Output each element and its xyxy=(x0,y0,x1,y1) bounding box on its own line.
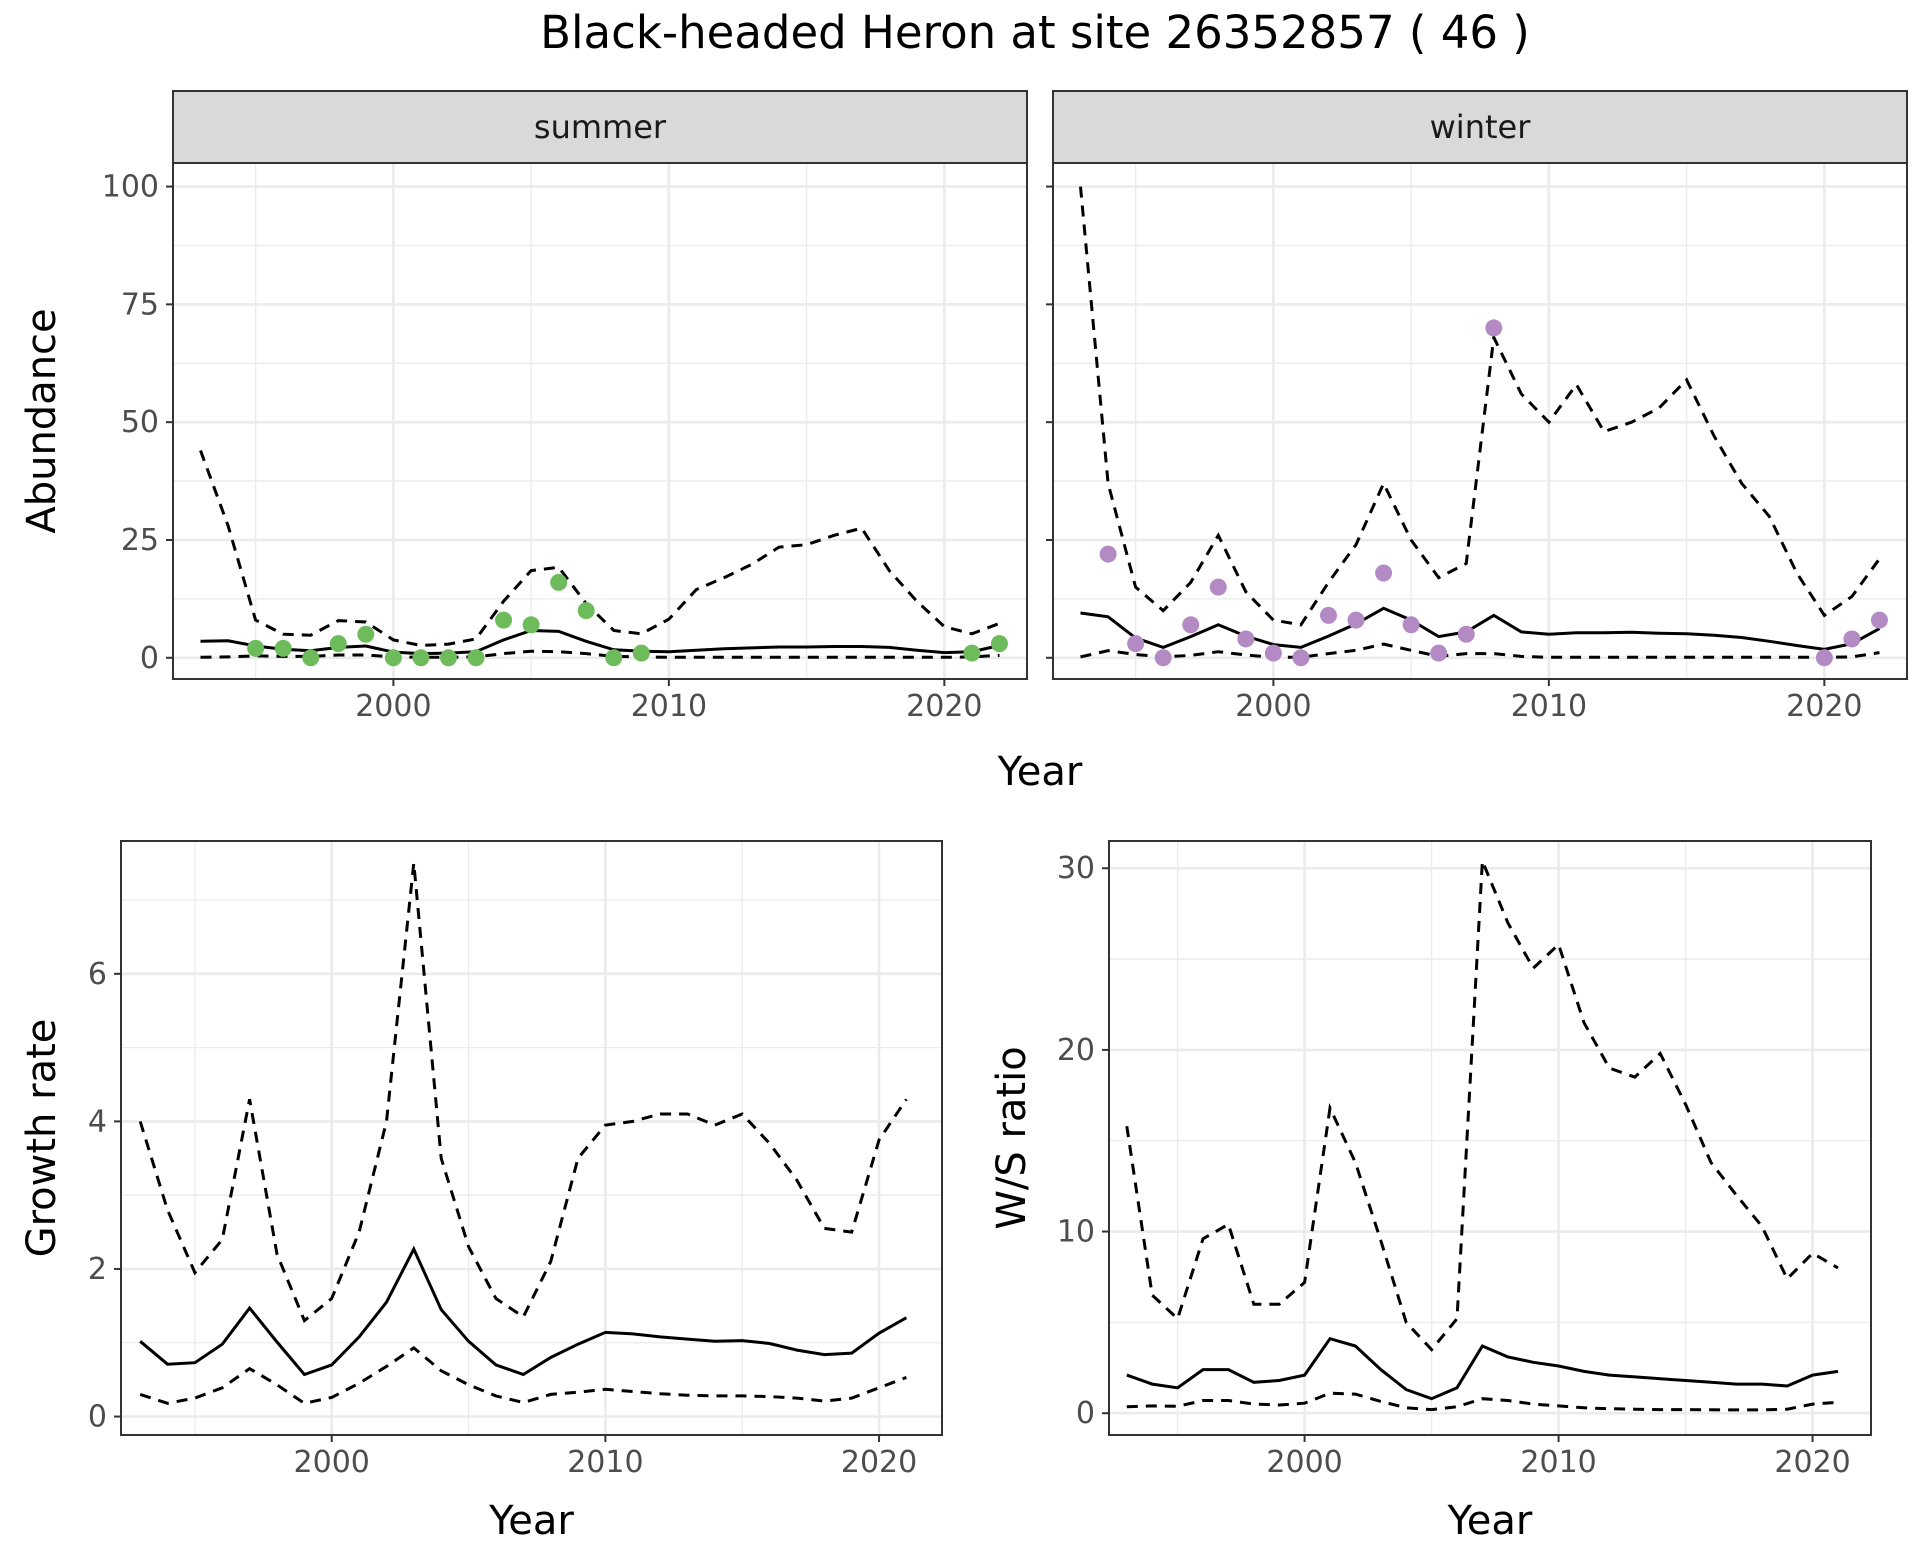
x-tick-label: 2020 xyxy=(841,1445,917,1480)
ws-y-axis-title: W/S ratio xyxy=(989,1046,1035,1229)
observed-point xyxy=(495,611,513,629)
observed-point xyxy=(963,644,981,662)
observed-point xyxy=(274,639,292,657)
y-tick-label: 0 xyxy=(1076,1396,1095,1431)
lower-bound-line xyxy=(200,649,1000,659)
abundance-y-axis-title: Abundance xyxy=(19,308,65,533)
x-tick-label: 2000 xyxy=(1235,689,1311,724)
y-tick-label: 2 xyxy=(88,1252,107,1287)
growth-rate-panel: 2000 2010 2020 0 2 4 6 xyxy=(88,840,943,1480)
abundance-panel-winter: 2000 2010 2020 xyxy=(1046,162,1908,724)
observed-point xyxy=(439,649,457,667)
observed-point xyxy=(550,573,568,591)
observed-point xyxy=(1347,611,1365,629)
ws-ratio-panel: 2000 2010 2020 0 10 20 30 xyxy=(1057,840,1872,1480)
lower-bound-line xyxy=(139,1346,907,1405)
observed-point xyxy=(384,649,402,667)
y-tick-label: 75 xyxy=(121,287,159,322)
x-tick-label: 2000 xyxy=(355,689,431,724)
y-tick-label: 6 xyxy=(88,957,107,992)
observed-point xyxy=(522,616,540,634)
upper-bound-line xyxy=(1125,860,1839,1352)
lower-bound-line xyxy=(1126,1391,1839,1412)
observed-point xyxy=(1264,644,1282,662)
y-tick-label: 30 xyxy=(1057,851,1095,886)
x-tick-label: 2010 xyxy=(1520,1445,1596,1480)
observed-point xyxy=(1099,545,1117,563)
observed-point xyxy=(1430,644,1448,662)
y-tick-label: 10 xyxy=(1057,1215,1095,1250)
observed-point xyxy=(1319,606,1337,624)
observed-point xyxy=(329,635,347,653)
observed-point xyxy=(1292,649,1310,667)
x-tick-label: 2020 xyxy=(906,689,982,724)
facet-strip-label: winter xyxy=(1430,108,1532,146)
ws-x-axis-title: Year xyxy=(1447,1498,1533,1544)
upper-bound-line xyxy=(1079,186,1881,627)
estimate-line xyxy=(1080,606,1881,651)
observed-point xyxy=(1402,616,1420,634)
observed-point xyxy=(632,644,650,662)
observed-point xyxy=(412,649,430,667)
observed-point xyxy=(990,635,1008,653)
lower-bound-line xyxy=(1080,642,1880,659)
x-tick-label: 2010 xyxy=(1511,689,1587,724)
observed-point xyxy=(577,602,595,620)
observed-point xyxy=(1870,611,1888,629)
abundance-panel-summer: 2000 2010 2020 0 25 50 75 100 xyxy=(102,162,1028,724)
observed-point xyxy=(467,649,485,667)
abundance-x-axis-title: Year xyxy=(997,749,1083,795)
x-tick-label: 2020 xyxy=(1774,1445,1850,1480)
y-tick-label: 100 xyxy=(102,170,159,205)
observed-point xyxy=(1209,578,1227,596)
y-tick-label: 20 xyxy=(1057,1033,1095,1068)
observed-point xyxy=(1182,616,1200,634)
growth-y-axis-title: Growth rate xyxy=(19,1019,65,1258)
x-tick-label: 2000 xyxy=(1266,1445,1342,1480)
y-tick-label: 0 xyxy=(140,641,159,676)
x-tick-label: 2010 xyxy=(567,1445,643,1480)
y-tick-label: 50 xyxy=(121,405,159,440)
growth-x-axis-title: Year xyxy=(488,1498,574,1544)
x-tick-label: 2020 xyxy=(1786,689,1862,724)
observed-point xyxy=(1127,635,1145,653)
observed-point xyxy=(357,625,375,643)
observed-point xyxy=(247,639,265,657)
observed-point xyxy=(1154,649,1172,667)
observed-point xyxy=(1485,319,1503,337)
panel-background xyxy=(1109,841,1871,1435)
y-tick-label: 4 xyxy=(88,1104,107,1139)
panel-border xyxy=(1108,840,1872,1436)
observed-point xyxy=(302,649,320,667)
facet-strip-summer xyxy=(172,90,1028,164)
observed-point xyxy=(1843,630,1861,648)
observed-point xyxy=(1815,649,1833,667)
panel-border xyxy=(1052,162,1908,680)
observed-point xyxy=(1375,564,1393,582)
estimate-line xyxy=(139,1245,908,1377)
x-tick-label: 2010 xyxy=(631,689,707,724)
y-tick-label: 0 xyxy=(88,1400,107,1435)
y-tick-label: 25 xyxy=(121,523,159,558)
estimate-line xyxy=(1126,1336,1839,1401)
observed-point xyxy=(605,649,623,667)
panel-background xyxy=(121,841,942,1435)
figure-title: Black-headed Heron at site 26352857 ( 46… xyxy=(540,6,1530,59)
observed-point xyxy=(1237,630,1255,648)
panel-border xyxy=(120,840,943,1436)
facet-strip-label: summer xyxy=(534,108,667,146)
upper-bound-line xyxy=(199,449,1001,648)
panel-border xyxy=(172,162,1028,680)
observed-point xyxy=(1457,625,1475,643)
facet-strip-winter xyxy=(1052,90,1908,164)
x-tick-label: 2000 xyxy=(294,1445,370,1480)
upper-bound-line xyxy=(138,862,908,1324)
